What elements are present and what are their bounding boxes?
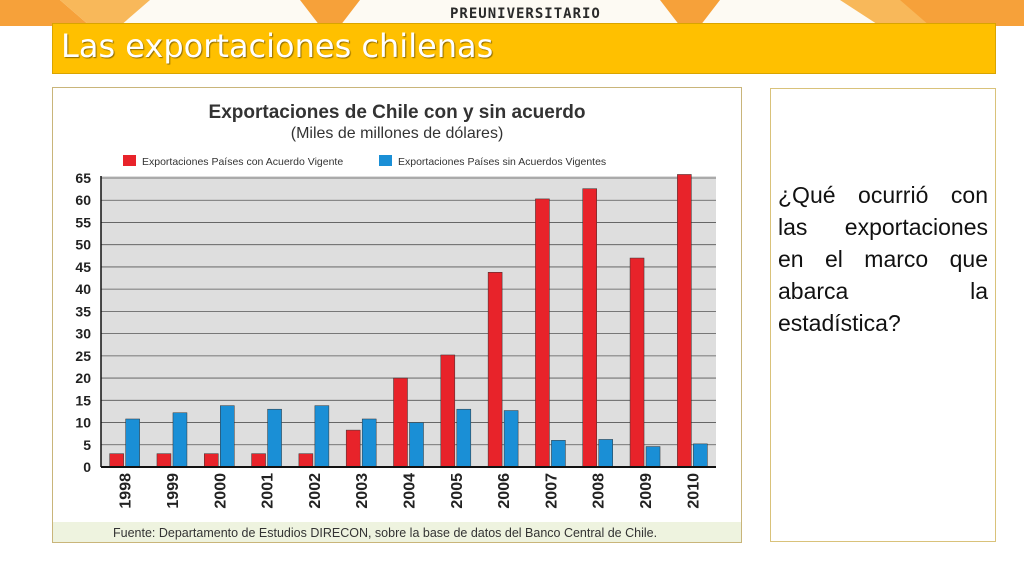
chart-source: Fuente: Departamento de Estudios DIRECON… xyxy=(113,526,657,540)
bar-chart: Exportaciones de Chile con y sin acuerdo… xyxy=(53,102,741,542)
y-tick-label: 40 xyxy=(75,281,91,297)
y-tick-label: 15 xyxy=(75,392,91,408)
bar-without-agreement xyxy=(456,408,472,468)
y-tick-label: 5 xyxy=(83,437,91,453)
bar-with-agreement xyxy=(582,188,597,468)
bar-with-agreement xyxy=(109,453,124,468)
bar-with-agreement xyxy=(629,257,645,468)
x-tick-label: 2008 xyxy=(591,473,608,509)
y-tick-label: 45 xyxy=(75,259,91,275)
x-tick-label: 2004 xyxy=(402,473,419,509)
chart-title: Exportaciones de Chile con y sin acuerdo xyxy=(209,102,586,123)
bar-with-agreement xyxy=(298,453,314,468)
y-tick-label: 10 xyxy=(75,415,91,431)
source-band xyxy=(53,522,741,542)
orange-decoration-icon xyxy=(0,0,1024,26)
bar-without-agreement xyxy=(125,418,140,468)
x-tick-label: 2002 xyxy=(307,473,324,509)
y-tick-label: 55 xyxy=(75,214,91,230)
legend-label-without-agreement: Exportaciones Países sin Acuerdos Vigent… xyxy=(398,156,606,168)
brand-logo: PREUNIVERSITARIO xyxy=(450,6,601,22)
bar-without-agreement xyxy=(172,412,188,468)
bar-without-agreement xyxy=(503,410,519,468)
bar-with-agreement xyxy=(345,429,361,468)
x-tick-label: 2007 xyxy=(543,473,560,509)
bar-with-agreement xyxy=(204,453,219,468)
legend-swatch-without-agreement xyxy=(379,155,392,166)
y-tick-label: 25 xyxy=(75,348,91,364)
bar-without-agreement xyxy=(645,446,661,468)
x-tick-label: 2009 xyxy=(638,473,655,509)
x-tick-label: 2001 xyxy=(260,473,277,509)
question-box: ¿Qué ocurrió con las exportaciones en el… xyxy=(770,88,996,542)
plot-background xyxy=(101,176,716,467)
bar-without-agreement xyxy=(551,440,566,468)
x-tick-label: 1998 xyxy=(118,473,135,509)
top-decoration-band: PREUNIVERSITARIO xyxy=(0,0,1024,26)
legend-label-with-agreement: Exportaciones Países con Acuerdo Vigente xyxy=(142,156,343,168)
chart-subtitle: (Miles de millones de dólares) xyxy=(291,125,504,142)
x-tick-label: 2010 xyxy=(685,473,702,509)
title-bar: Las exportaciones chilenas xyxy=(52,23,996,74)
bar-without-agreement xyxy=(267,408,282,468)
bar-without-agreement xyxy=(598,439,613,468)
question-text: ¿Qué ocurrió con las exportaciones en el… xyxy=(778,182,988,336)
x-tick-label: 1999 xyxy=(165,473,182,509)
x-tick-label: 2000 xyxy=(212,473,229,509)
y-tick-label: 65 xyxy=(75,170,91,186)
x-tick-label: 2006 xyxy=(496,473,513,509)
x-tick-label: 2003 xyxy=(354,473,371,509)
bar-with-agreement xyxy=(535,198,550,468)
bar-with-agreement xyxy=(487,272,503,468)
bar-without-agreement xyxy=(693,443,708,468)
legend: Exportaciones Países con Acuerdo Vigente… xyxy=(123,155,606,168)
slide-title: Las exportaciones chilenas xyxy=(61,27,494,65)
bar-without-agreement xyxy=(361,418,377,468)
chart-frame: Exportaciones de Chile con y sin acuerdo… xyxy=(52,87,742,543)
y-tick-label: 0 xyxy=(83,459,91,475)
bar-without-agreement xyxy=(220,405,235,468)
bar-with-agreement xyxy=(440,354,456,468)
bar-with-agreement xyxy=(677,174,692,468)
x-tick-label: 2005 xyxy=(449,473,466,509)
bar-with-agreement xyxy=(156,453,172,468)
bar-with-agreement xyxy=(251,453,266,468)
y-tick-label: 35 xyxy=(75,303,91,319)
bar-without-agreement xyxy=(409,422,424,468)
y-tick-label: 20 xyxy=(75,370,91,386)
bar-with-agreement xyxy=(393,377,408,468)
y-tick-label: 50 xyxy=(75,237,91,253)
y-tick-label: 30 xyxy=(75,326,91,342)
plot-area: 0 5 10 15 20 25 30 35 40 45 50 55 60 65 1998 1999 2000 20… xyxy=(75,170,716,509)
legend-swatch-with-agreement xyxy=(123,155,136,166)
y-tick-label: 60 xyxy=(75,192,91,208)
bar-without-agreement xyxy=(314,405,330,468)
